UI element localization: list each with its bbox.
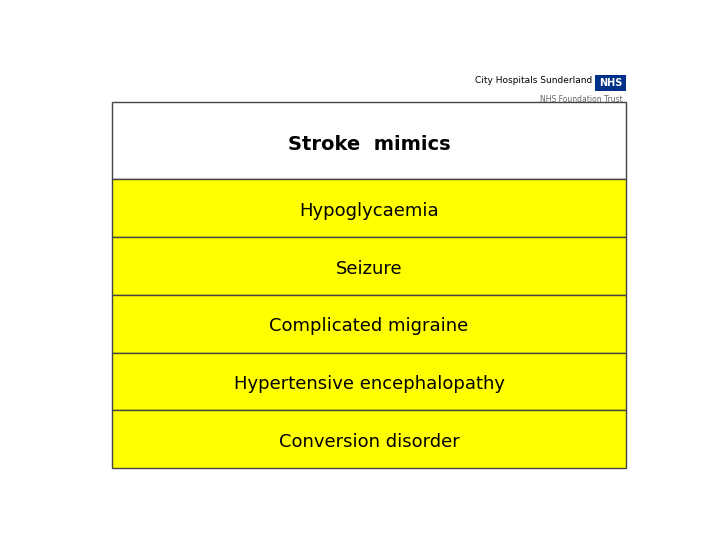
Bar bbox=[595, 75, 626, 91]
Text: Hypoglycaemia: Hypoglycaemia bbox=[300, 202, 438, 220]
Bar bbox=[112, 102, 626, 179]
Bar bbox=[112, 353, 626, 410]
Bar bbox=[112, 237, 626, 295]
Bar bbox=[112, 295, 626, 353]
Text: Seizure: Seizure bbox=[336, 260, 402, 278]
Text: NHS Foundation Trust: NHS Foundation Trust bbox=[540, 95, 623, 104]
Text: City Hospitals Sunderland: City Hospitals Sunderland bbox=[475, 76, 592, 85]
Bar bbox=[112, 179, 626, 237]
Bar bbox=[112, 410, 626, 468]
Text: Stroke  mimics: Stroke mimics bbox=[288, 135, 450, 154]
Text: NHS: NHS bbox=[598, 78, 622, 88]
Text: Hypertensive encephalopathy: Hypertensive encephalopathy bbox=[233, 375, 505, 393]
Text: Complicated migraine: Complicated migraine bbox=[269, 318, 469, 335]
Text: Conversion disorder: Conversion disorder bbox=[279, 433, 459, 451]
